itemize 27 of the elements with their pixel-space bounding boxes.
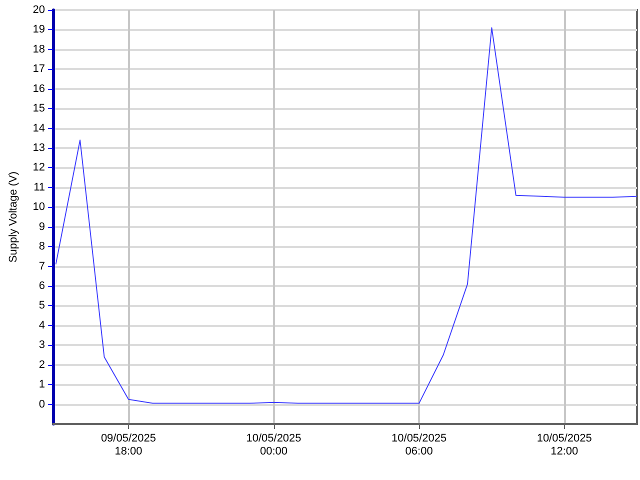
y-tick-label: 3 [38, 339, 45, 352]
y-tick-label: 14 [32, 122, 45, 134]
x-tick-label: 10/05/2025 06:00 [392, 432, 447, 458]
y-tick-label: 10 [32, 201, 45, 214]
y-tick-label: 8 [38, 240, 45, 253]
y-tick-label: 20 [32, 4, 45, 16]
y-tick-label: 6 [38, 280, 45, 292]
y-tick-label: 1 [38, 378, 45, 391]
y-tick-label: 4 [38, 319, 45, 332]
y-tick-label: 5 [38, 300, 45, 312]
y-axis-title: Supply Voltage (V) [8, 171, 20, 263]
line-series [55, 27, 638, 404]
y-tick-label: 7 [38, 260, 45, 272]
y-tick-label: 17 [32, 63, 45, 76]
y-tick-label: 2 [38, 358, 45, 371]
x-tick-label: 09/05/2025 18:00 [100, 432, 156, 458]
y-tick-label: 18 [32, 43, 45, 56]
y-tick-label: 15 [32, 102, 45, 115]
x-tick-label: 10/05/2025 00:00 [246, 432, 302, 458]
y-tick-label: 12 [32, 162, 45, 174]
y-tick-label: 19 [32, 24, 45, 36]
y-tick-label: 0 [38, 398, 45, 410]
y-tick-label: 13 [32, 142, 45, 154]
x-tick-label: 10/05/2025 12:00 [536, 432, 592, 458]
y-tick-label: 16 [32, 82, 45, 95]
y-tick-label: 11 [34, 181, 45, 194]
y-tick-label: 9 [38, 220, 45, 233]
